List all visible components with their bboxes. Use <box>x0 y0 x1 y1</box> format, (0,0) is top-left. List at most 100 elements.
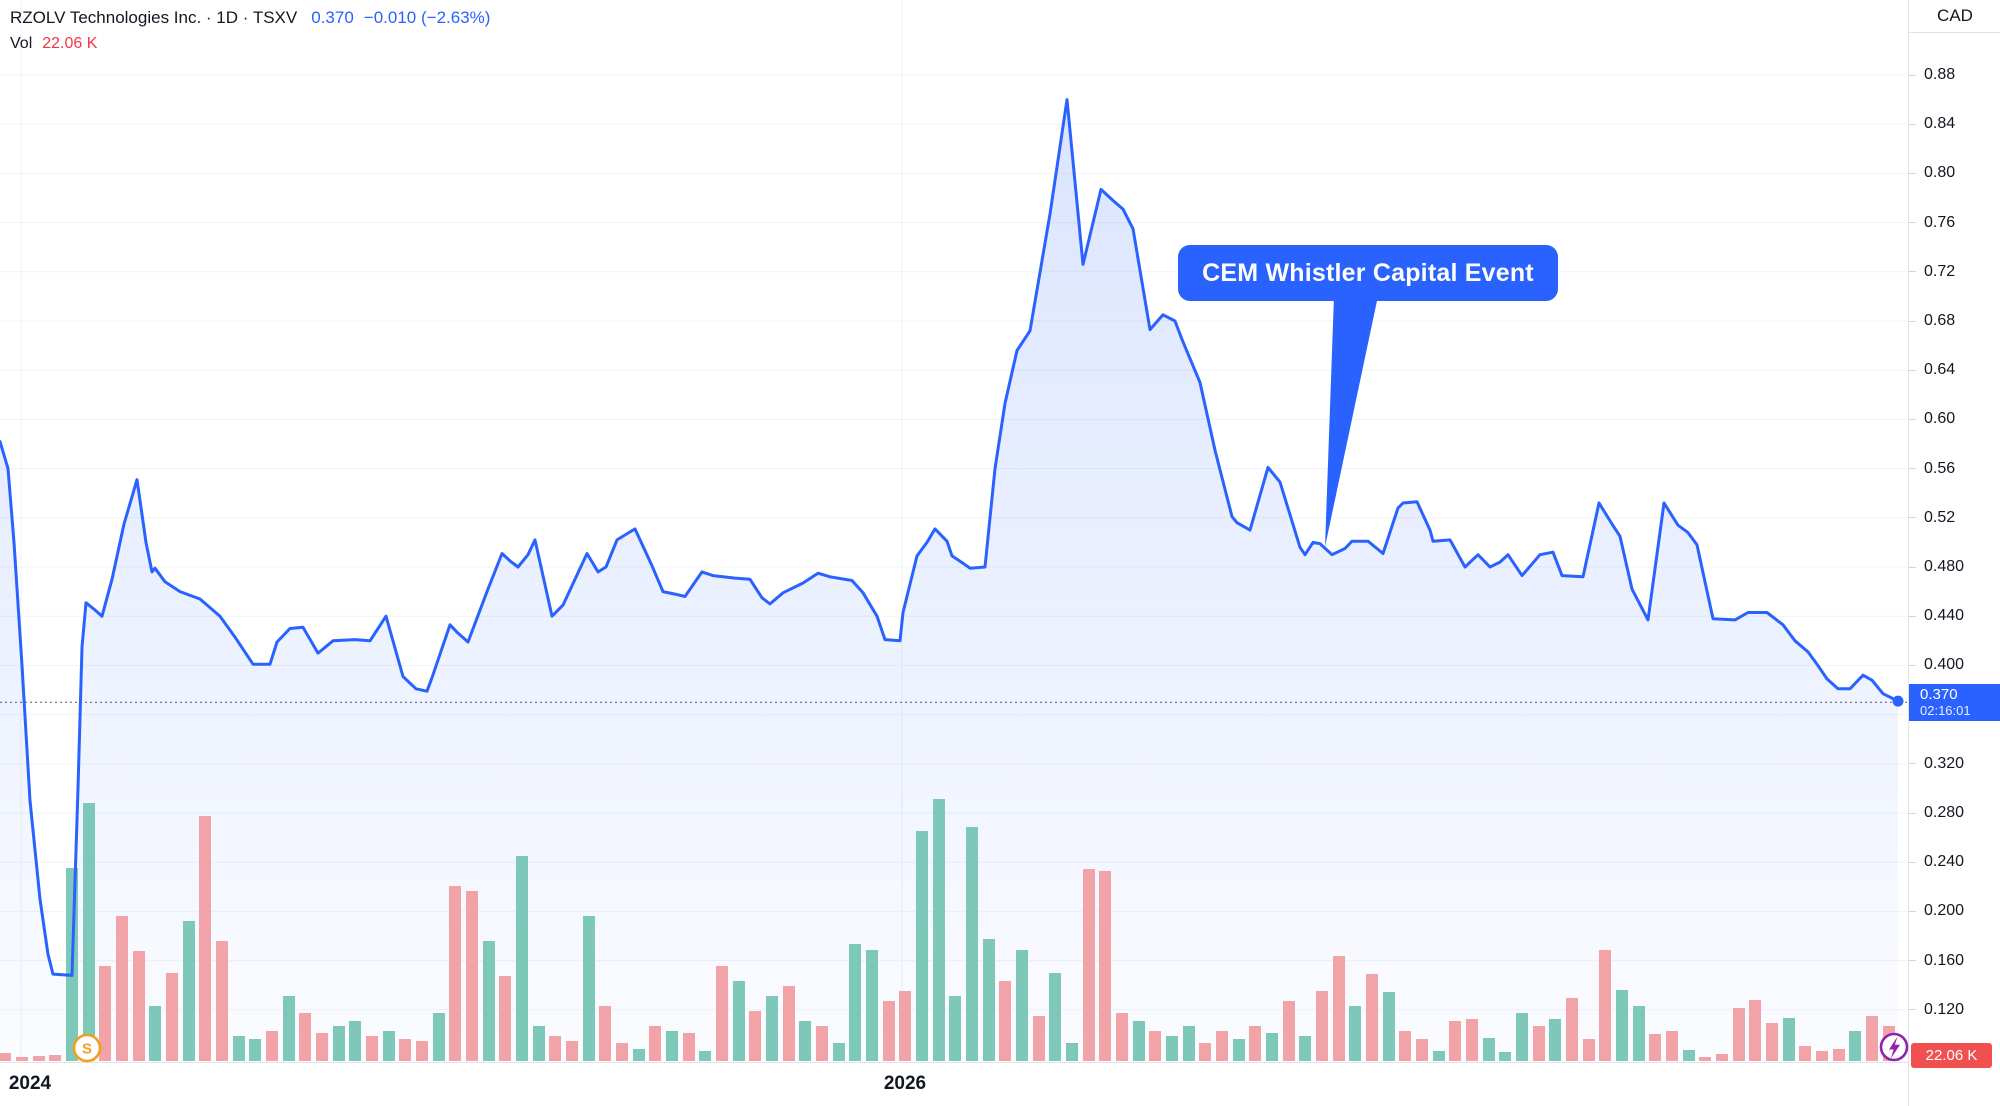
price-area-fill <box>0 99 1898 1062</box>
volume-bar <box>899 991 911 1061</box>
volume-bar <box>99 966 111 1061</box>
volume-bar <box>1216 1031 1228 1061</box>
axis-tick-mark <box>1909 74 1916 76</box>
volume-bar <box>1466 1019 1478 1061</box>
axis-tick-label: 0.280 <box>1924 804 1965 821</box>
volume-bar <box>649 1026 661 1061</box>
volume-bar <box>216 941 228 1061</box>
volume-bar <box>1333 956 1345 1061</box>
volume-bar <box>1033 1016 1045 1061</box>
volume-bar <box>399 1039 411 1061</box>
badge-countdown: 02:16:01 <box>1920 703 1971 719</box>
axis-tick-mark <box>1909 123 1916 125</box>
volume-bar <box>233 1036 245 1061</box>
event-callout-text: CEM Whistler Capital Event <box>1202 258 1534 287</box>
time-axis-year-label: 2026 <box>883 1073 927 1094</box>
last-price: 0.370 <box>311 8 354 27</box>
volume-bar <box>1549 1019 1561 1061</box>
volume-bar <box>599 1006 611 1061</box>
volume-bar <box>999 981 1011 1061</box>
volume-row: Vol 22.06 K <box>10 31 490 57</box>
volume-bar <box>683 1033 695 1061</box>
volume-bar <box>1499 1052 1511 1061</box>
volume-bar <box>116 916 128 1061</box>
volume-bar <box>1249 1026 1261 1061</box>
axis-tick-label: 0.52 <box>1924 508 1956 526</box>
volume-bar <box>349 1021 361 1061</box>
volume-bar <box>866 950 878 1061</box>
axis-tick-label: 0.88 <box>1924 66 1956 83</box>
axis-tick-mark <box>1909 615 1916 617</box>
volume-bar <box>1049 973 1061 1061</box>
volume-bar <box>983 939 995 1061</box>
lightning-bolt-icon <box>1889 1036 1900 1059</box>
volume-bar <box>366 1036 378 1061</box>
flash-event-icon[interactable] <box>1877 1030 1911 1064</box>
axis-tick-mark <box>1909 271 1916 273</box>
event-callout[interactable]: CEM Whistler Capital Event <box>1178 245 1558 301</box>
volume-bar <box>1099 871 1111 1061</box>
volume-bar <box>1716 1054 1728 1061</box>
volume-bar <box>966 827 978 1061</box>
volume-bar <box>199 816 211 1061</box>
volume-bar <box>383 1031 395 1061</box>
axis-tick-label: 0.60 <box>1924 410 1956 428</box>
volume-bar <box>283 996 295 1061</box>
volume-bar <box>699 1051 711 1061</box>
volume-bar <box>1633 1006 1645 1061</box>
volume-bar <box>933 799 945 1061</box>
last-price-dot <box>1892 695 1904 707</box>
axis-tick-label: 0.84 <box>1924 115 1956 133</box>
volume-bar <box>533 1026 545 1061</box>
volume-bar <box>466 891 478 1061</box>
axis-tick-label: 0.160 <box>1924 951 1965 969</box>
currency-label: CAD <box>1909 0 2000 33</box>
price-chart-canvas[interactable] <box>0 0 1908 1062</box>
volume-bar <box>1683 1050 1695 1061</box>
volume-bar <box>616 1043 628 1061</box>
axis-tick-mark <box>1909 468 1916 470</box>
axis-tick-mark <box>1909 763 1916 765</box>
volume-bar <box>416 1041 428 1061</box>
event-callout-tail <box>1325 296 1378 547</box>
split-event-icon[interactable]: S <box>70 1031 104 1065</box>
volume-bar <box>1166 1036 1178 1061</box>
volume-bar <box>1699 1057 1711 1061</box>
volume-bar <box>1516 1013 1528 1061</box>
axis-tick-mark <box>1909 1009 1916 1011</box>
volume-bar <box>1599 950 1611 1061</box>
axis-tick-mark <box>1909 517 1916 519</box>
volume-bar <box>549 1036 561 1061</box>
symbol-header[interactable]: RZOLV Technologies Inc. · 1D · TSXV 0.370… <box>10 5 490 31</box>
volume-bar <box>1183 1026 1195 1061</box>
volume-bar <box>1866 1016 1878 1061</box>
volume-bar <box>1383 992 1395 1061</box>
price-change: −0.010 (−2.63%) <box>363 8 491 27</box>
volume-bar <box>799 1021 811 1061</box>
volume-bar <box>249 1039 261 1061</box>
volume-bar <box>1733 1008 1745 1061</box>
axis-tick-mark <box>1909 222 1916 224</box>
last-price-badge: 0.370 02:16:01 <box>1909 684 2000 722</box>
volume-bar <box>916 831 928 1061</box>
chart-legend: RZOLV Technologies Inc. · 1D · TSXV 0.370… <box>10 5 490 57</box>
time-axis[interactable]: 2024 2026 <box>0 1062 2000 1106</box>
volume-bar <box>299 1013 311 1061</box>
axis-tick-mark <box>1909 960 1916 962</box>
symbol-title: RZOLV Technologies Inc. · 1D · TSXV <box>10 8 298 27</box>
volume-bar <box>1849 1031 1861 1061</box>
axis-tick-label: 0.400 <box>1924 656 1965 674</box>
time-axis-year-label: 2024 <box>8 1073 52 1094</box>
volume-bar <box>1533 1026 1545 1061</box>
axis-tick-label: 0.240 <box>1924 853 1965 871</box>
axis-tick-label: 0.200 <box>1924 902 1965 920</box>
price-line <box>0 98 1900 977</box>
volume-bar <box>0 1053 11 1061</box>
axis-tick-label: 0.56 <box>1924 459 1956 477</box>
volume-bar <box>666 1031 678 1061</box>
price-axis[interactable]: CAD 0.88 0.84 0.80 0.76 0.72 0.68 0.64 0.60 0.56… <box>1908 0 2000 1106</box>
volume-bar <box>1783 1018 1795 1061</box>
axis-tick-label: 0.72 <box>1924 262 1956 280</box>
volume-bar <box>1016 950 1028 1061</box>
